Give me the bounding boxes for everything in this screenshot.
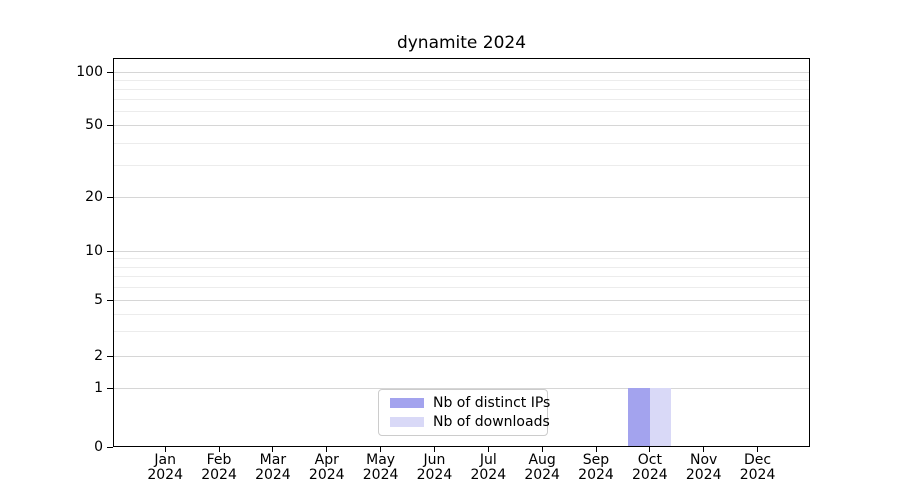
major-gridline (114, 125, 809, 126)
minor-gridline (114, 142, 809, 144)
y-tick-label: 10 (85, 243, 103, 259)
minor-gridline (114, 88, 809, 90)
y-tick-label: 20 (85, 189, 103, 205)
bar-downloads (649, 388, 672, 446)
x-tick-label: Oct 2024 (632, 452, 668, 483)
major-gridline (114, 300, 809, 301)
x-tick-label: Dec 2024 (739, 452, 776, 483)
x-tick-mark (703, 447, 705, 452)
major-gridline (114, 356, 809, 357)
x-tick-mark (380, 447, 382, 452)
x-tick-label: Apr 2024 (308, 452, 345, 483)
y-tick-label: 50 (85, 117, 103, 133)
major-gridline (114, 197, 809, 198)
y-tick-mark (107, 125, 113, 126)
y-tick-label: 100 (76, 63, 103, 80)
x-tick-label: Mar 2024 (255, 452, 291, 483)
x-tick-label: Jan 2024 (147, 452, 183, 483)
y-tick-mark (107, 388, 113, 389)
minor-gridline (114, 287, 809, 289)
y-tick-mark (107, 251, 113, 252)
minor-gridline (114, 313, 809, 315)
x-tick-label: May 2024 (362, 452, 399, 483)
x-tick-label: Nov 2024 (685, 452, 722, 483)
y-tick-label: 0 (94, 439, 103, 455)
downloads-swatch (390, 416, 424, 427)
x-tick-mark (649, 447, 651, 452)
y-tick-mark (107, 447, 113, 448)
y-tick-mark (107, 197, 113, 198)
y-tick-mark (107, 356, 113, 357)
x-tick-mark (272, 447, 274, 452)
x-tick-mark (541, 447, 543, 452)
x-tick-label: Aug 2024 (524, 452, 560, 483)
legend-label: Nb of downloads (433, 413, 550, 430)
legend-label: Nb of distinct IPs (433, 395, 551, 412)
minor-gridline (114, 79, 809, 81)
x-tick-label: Jul 2024 (470, 452, 507, 483)
y-tick-label: 2 (94, 348, 103, 364)
x-tick-label: Sep 2024 (578, 452, 614, 483)
x-tick-mark (487, 447, 489, 452)
y-tick-mark (107, 71, 113, 73)
x-tick-label: Feb 2024 (201, 452, 237, 483)
x-tick-mark (326, 447, 328, 452)
legend: Nb of distinct IPs Nb of downloads (378, 389, 550, 436)
minor-gridline (114, 258, 809, 260)
chart-title: dynamite 2024 (396, 33, 527, 53)
minor-gridline (114, 99, 809, 101)
plot-area: Nb of distinct IPs Nb of downloads (113, 58, 810, 447)
x-tick-mark (164, 447, 166, 452)
y-tick-label: 1 (94, 380, 103, 396)
legend-entry-downloads: Nb of downloads (390, 414, 550, 430)
bar-distinct-ips (628, 388, 650, 446)
minor-gridline (114, 165, 809, 167)
legend-entry-distinct-ips: Nb of distinct IPs (390, 395, 550, 411)
minor-gridline (114, 110, 809, 112)
x-tick-label: Jun 2024 (416, 452, 453, 483)
major-gridline (114, 71, 809, 73)
minor-gridline (114, 331, 809, 333)
major-gridline (114, 388, 809, 389)
major-gridline (114, 251, 809, 252)
x-tick-mark (595, 447, 597, 452)
minor-gridline (114, 266, 809, 268)
x-tick-mark (218, 447, 220, 452)
x-tick-mark (433, 447, 435, 452)
distinct-ips-swatch (390, 398, 424, 409)
x-tick-mark (757, 447, 759, 452)
y-tick-mark (107, 300, 113, 301)
minor-gridline (114, 276, 809, 278)
y-tick-label: 5 (94, 292, 103, 308)
